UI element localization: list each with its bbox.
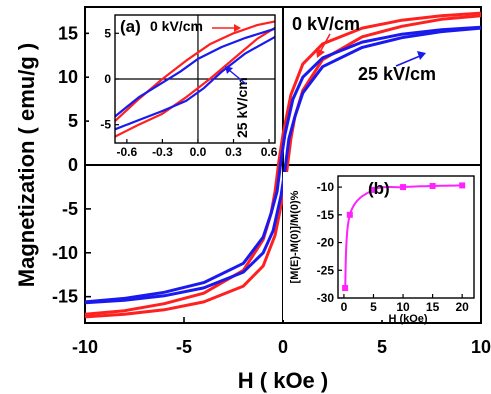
inset-a-x-tick-label: 0.3 <box>225 145 242 159</box>
inset-b-y-tick-label: -10 <box>317 180 335 194</box>
main-plot: -10 -5 0 5 10 -15 -10 -5 0 5 10 15 H ( kOe ) Magnet… <box>14 6 491 393</box>
inset-b-x-title: H (kOe) <box>388 313 427 325</box>
inset-b-y-tick-label: -20 <box>317 236 335 250</box>
inset-a-annotation-0kv: 0 kV/cm <box>150 18 203 34</box>
inset-b-point-3 <box>400 184 407 191</box>
main-y-tick-label: 5 <box>68 111 78 131</box>
inset-a-x-tick-label: -0.3 <box>152 145 173 159</box>
main-x-tick-label: 5 <box>377 337 387 357</box>
arrow-25kv <box>395 51 426 67</box>
y-axis-title: Magnetization ( emu/g ) <box>14 43 39 287</box>
inset-a-axes: -0.6 -0.3 0.0 0.3 0.6 5 0 -5 <box>100 15 278 159</box>
inset-b-x-tick-label: 10 <box>396 300 410 314</box>
inset-a-y-tick-label: 0 <box>104 72 111 86</box>
inset-b-x-tick-label: 20 <box>455 300 469 314</box>
main-series-1-lower-branch <box>84 26 482 305</box>
inset-a: -0.6 -0.3 0.0 0.3 0.6 5 0 -5 (a) 0 kV/cm 25 kV/… <box>89 11 278 159</box>
inset-b-frame <box>337 175 475 299</box>
main-y-tick-label: 10 <box>58 67 78 87</box>
inset-a-frame <box>114 14 276 144</box>
inset-a-y-tick-label: 5 <box>104 26 111 40</box>
inset-a-series-0-lower-branch <box>114 26 276 138</box>
inset-a-annotation-25kv: 25 kV/cm <box>234 77 250 138</box>
main-y-tick-label: 15 <box>58 23 78 43</box>
main-series <box>84 11 482 319</box>
inset-b-y-tick-label: -25 <box>317 263 335 277</box>
inset-a-arrow-25kv <box>225 66 247 85</box>
inset-b-point-4 <box>429 182 436 189</box>
main-series-0-lower-branch <box>84 14 482 319</box>
annotation-0kv: 0 kV/cm <box>292 14 360 34</box>
main-y-tick-label: -10 <box>52 243 78 263</box>
inset-b-point-5 <box>459 182 466 189</box>
main-x-tick-label: 10 <box>471 337 491 357</box>
inset-a-x-tick-label: -0.6 <box>117 145 138 159</box>
x-axis-title: H ( kOe ) <box>238 368 328 393</box>
inset-b-fit-line <box>344 184 463 289</box>
arrow-0kv <box>316 33 331 58</box>
main-y-tick-label: 0 <box>68 155 78 175</box>
inset-b-x-tick-label: 0 <box>341 300 348 314</box>
main-series-0-upper-branch <box>84 11 482 316</box>
inset-b-y-tick-label: -30 <box>317 291 335 305</box>
inset-b-series <box>342 182 466 292</box>
inset-a-arrow-0kv <box>212 24 241 32</box>
inset-b-label: (b) <box>368 179 390 198</box>
inset-a-series-1-lower-branch <box>114 35 276 131</box>
inset-b-point-2 <box>370 186 377 193</box>
main-x-tick-label: -10 <box>72 337 98 357</box>
inset-a-series <box>114 20 276 138</box>
annotation-25kv: 25 kV/cm <box>358 64 436 84</box>
inset-b-x-tick-label: 5 <box>370 300 377 314</box>
inset-a-label: (a) <box>120 17 141 36</box>
inset-b-x-tick-label: 15 <box>426 300 440 314</box>
inset-a-x-tick-label: 0.6 <box>261 145 278 159</box>
inset-b-point-0 <box>342 285 349 292</box>
inset-a-y-tick-label: -5 <box>100 118 111 132</box>
main-y-tick-label: -15 <box>52 287 78 307</box>
inset-b-point-1 <box>346 211 353 218</box>
main-x-tick-label: 0 <box>278 337 288 357</box>
inset-b: 0 5 10 15 20 -10 -15 -20 -25 -30 (b) H (kOe) [M(E… <box>283 172 479 325</box>
inset-a-x-tick-label: 0.0 <box>190 145 207 159</box>
main-axes: -10 -5 0 5 10 -15 -10 -5 0 5 10 15 <box>52 7 491 357</box>
inset-b-y-title: [M(E)-M(0)]/M(0)% <box>289 190 301 283</box>
main-x-tick-label: -5 <box>176 337 192 357</box>
main-y-tick-label: -5 <box>62 199 78 219</box>
inset-b-background <box>283 172 479 320</box>
main-series-1-upper-branch <box>84 25 482 304</box>
inset-b-y-tick-label: -15 <box>317 208 335 222</box>
inset-a-series-1-upper-branch <box>114 27 276 118</box>
inset-b-axes: 0 5 10 15 20 -10 -15 -20 -25 -30 <box>317 180 470 314</box>
